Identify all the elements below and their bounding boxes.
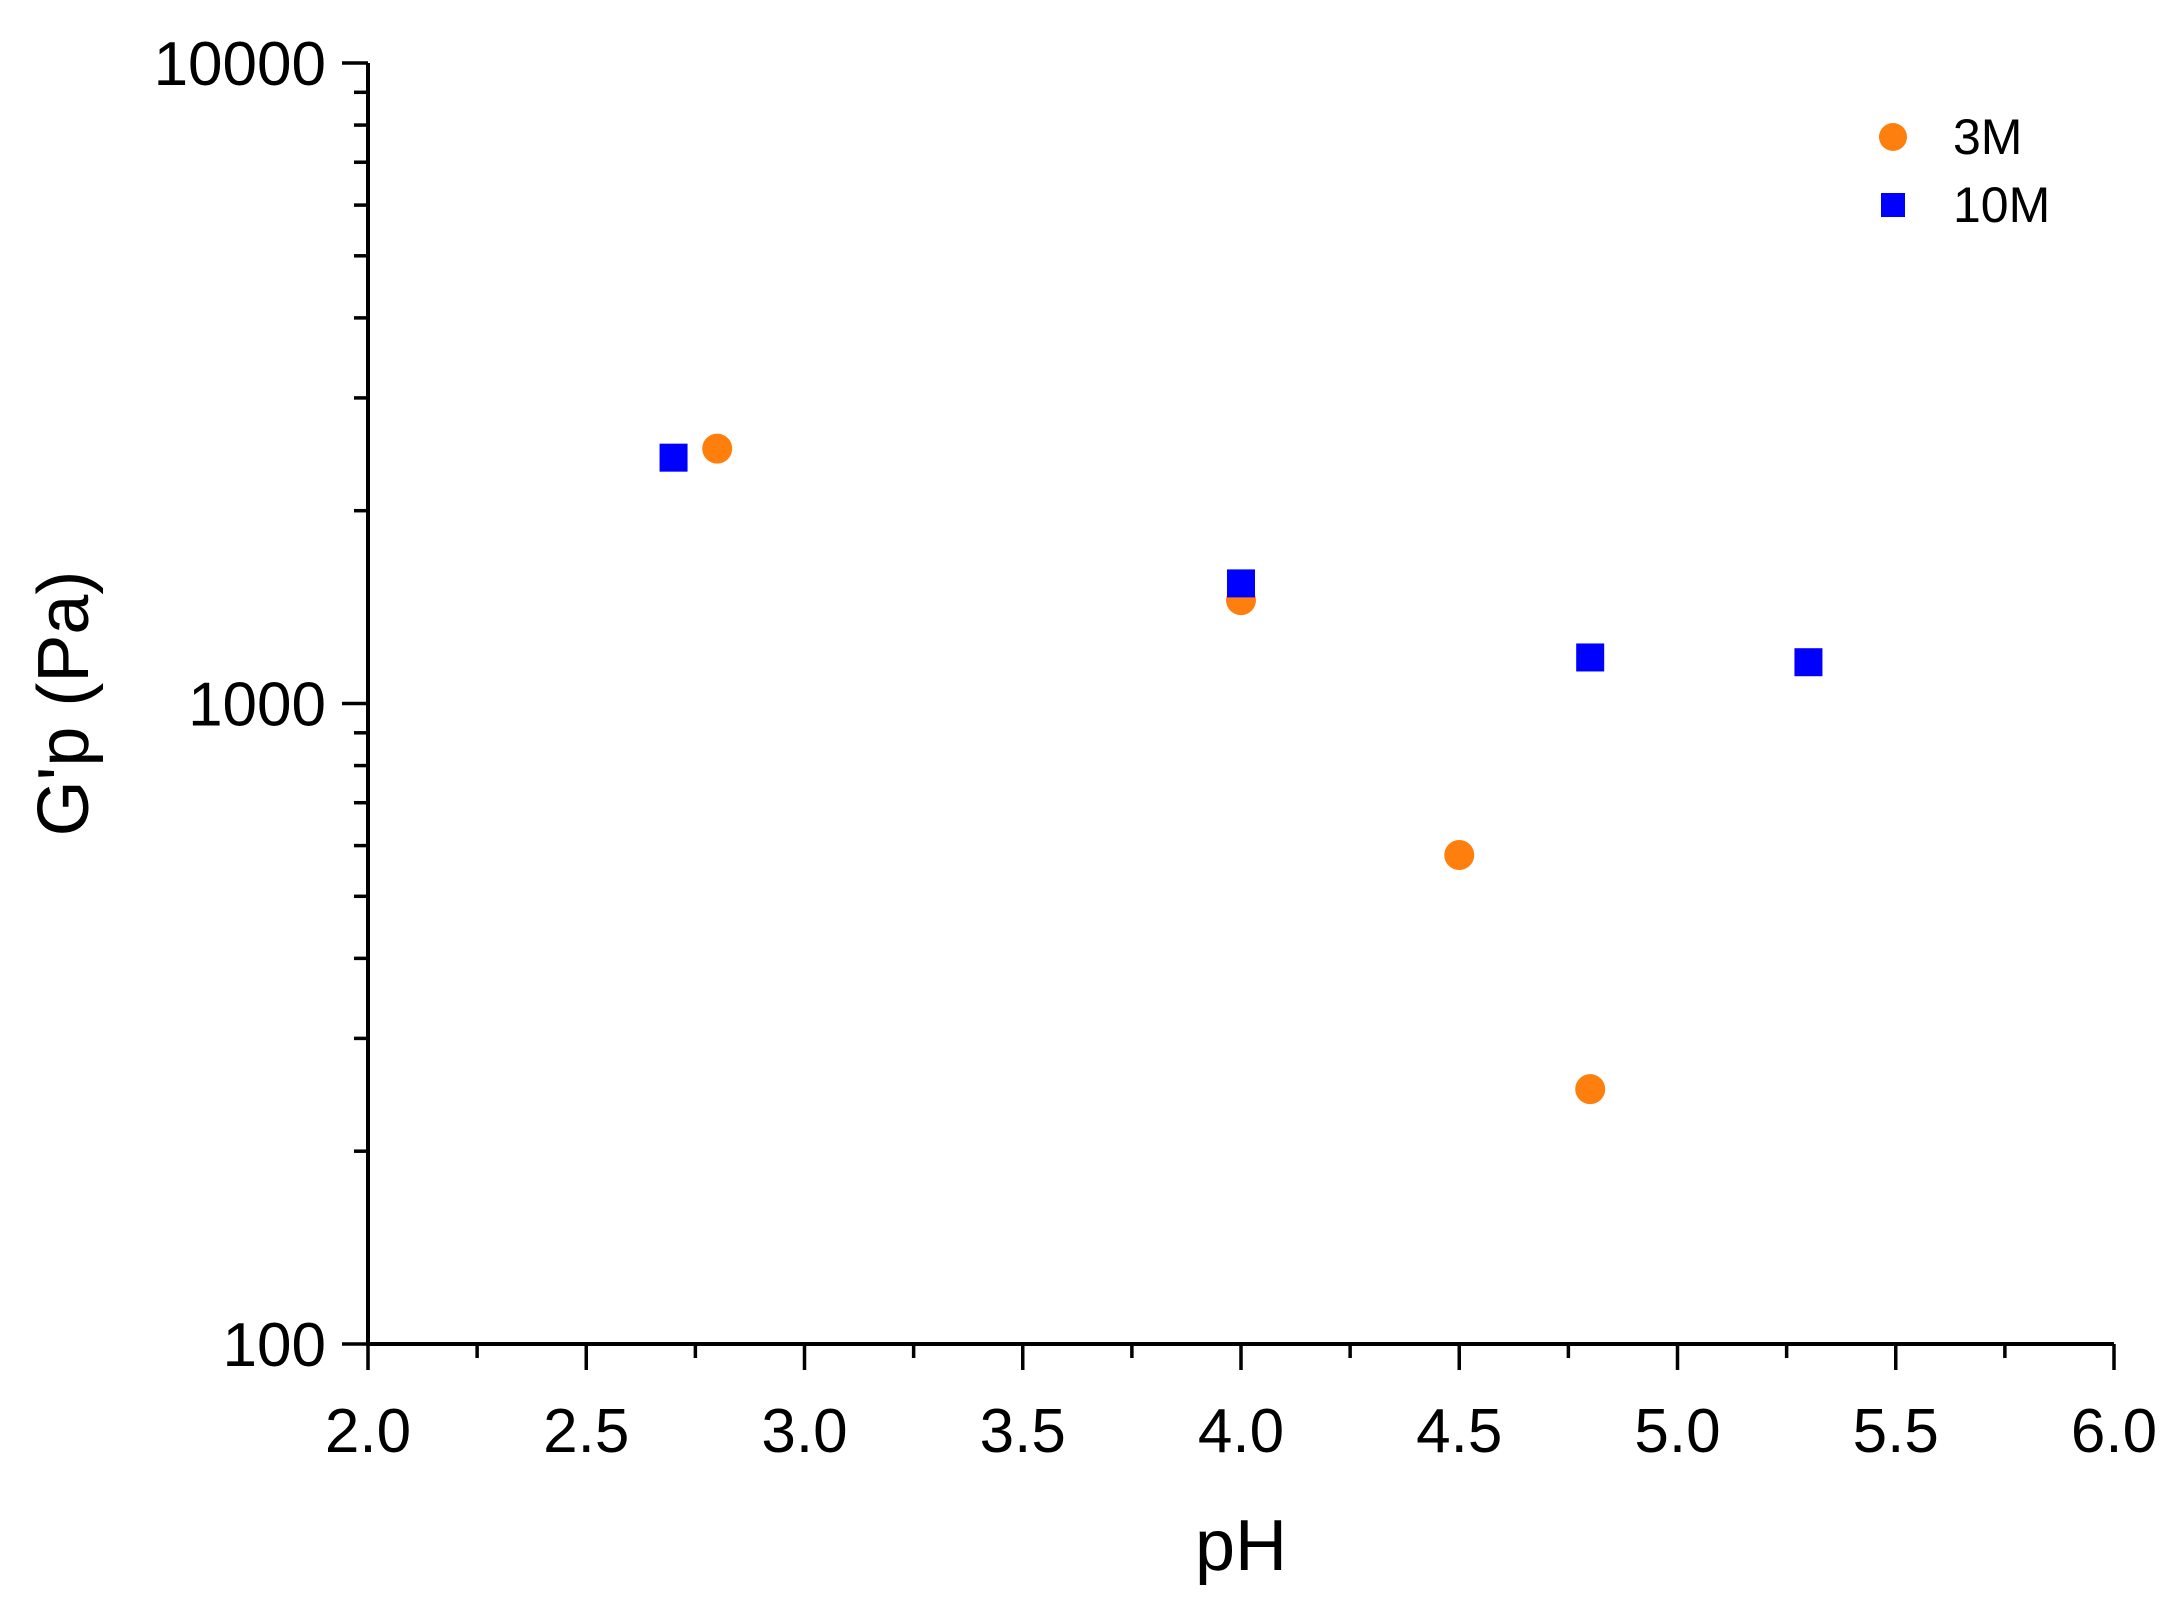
legend-label: 3M [1953, 109, 2022, 165]
axes: 2.0 2.5 3.0 3.5 4.0 4.5 5.0 5.5 6.0 100 1000 10000 [154, 30, 2158, 1466]
point-3M [1575, 1074, 1606, 1105]
y-tick-label: 1000 [188, 671, 326, 740]
point-10M [1794, 648, 1823, 677]
point-10M [1227, 569, 1255, 598]
y-axis-title: G'p (Pa) [24, 571, 104, 837]
legend-marker-3M [1879, 123, 1907, 151]
x-tick-label: 2.5 [543, 1397, 629, 1466]
x-tick-label: 4.5 [1416, 1397, 1502, 1466]
x-tick-label: 3.5 [980, 1397, 1066, 1466]
y-tick-label: 10000 [154, 30, 326, 99]
point-10M [659, 443, 688, 472]
x-axis-title: pH [1195, 1506, 1287, 1586]
legend-label: 10M [1953, 177, 2050, 233]
x-tick-label: 5.0 [1634, 1397, 1720, 1466]
x-tick-label: 4.0 [1198, 1397, 1284, 1466]
point-10M [1576, 643, 1605, 672]
legend-marker-10M [1881, 193, 1905, 217]
data-points [659, 433, 1823, 1105]
point-3M [1444, 840, 1475, 871]
point-3M [702, 433, 733, 464]
x-tick-label: 6.0 [2071, 1397, 2157, 1466]
x-tick-label: 3.0 [761, 1397, 847, 1466]
x-tick-label: 5.5 [1853, 1397, 1939, 1466]
y-tick-label: 100 [223, 1311, 326, 1380]
x-tick-label: 2.0 [325, 1397, 411, 1466]
